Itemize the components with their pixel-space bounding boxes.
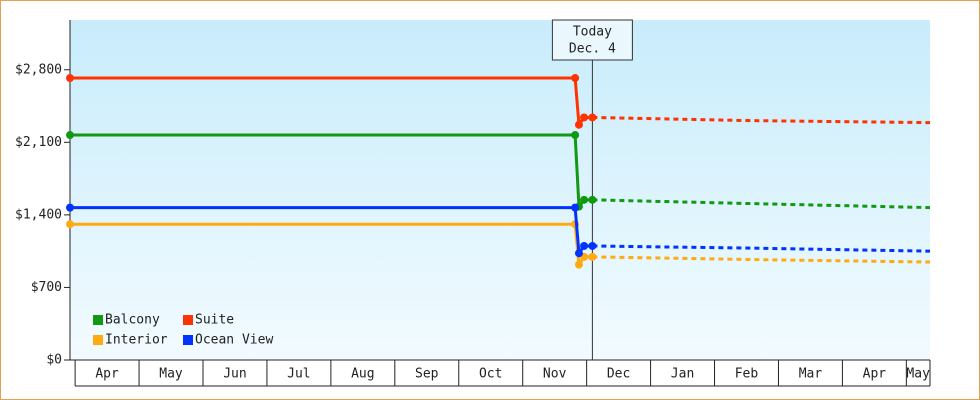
- point: [580, 195, 589, 204]
- today-label: Dec. 4: [569, 42, 616, 57]
- point: [571, 131, 580, 140]
- point: [571, 203, 580, 212]
- point: [580, 113, 589, 122]
- x-tick-label: Dec: [607, 367, 630, 382]
- today-box: [551, 19, 633, 61]
- x-tick-label: May: [906, 367, 930, 382]
- legend-swatch: [183, 315, 193, 325]
- today-label: Today: [573, 25, 612, 40]
- point: [574, 260, 583, 269]
- x-tick-label: Feb: [735, 367, 759, 382]
- plot-area: [70, 20, 930, 360]
- y-tick-label: $2,800: [15, 62, 62, 77]
- forecast-line: [592, 198, 931, 210]
- point: [588, 195, 597, 204]
- point: [588, 241, 597, 250]
- point: [574, 249, 583, 258]
- x-tick-label: Sep: [415, 367, 439, 382]
- legend-label: Ocean View: [195, 333, 273, 348]
- x-tick-label: Oct: [479, 367, 502, 382]
- legend-swatch: [93, 315, 103, 325]
- legend-label: Interior: [105, 333, 168, 348]
- point: [66, 203, 74, 212]
- legend-label: Suite: [195, 313, 234, 328]
- legend-swatch: [183, 335, 193, 345]
- x-tick-label: Mar: [799, 367, 823, 382]
- point: [66, 220, 74, 229]
- forecast-line: [592, 115, 931, 125]
- y-tick-label: $1,400: [15, 207, 62, 222]
- point: [588, 113, 597, 122]
- y-tick-label: $2,100: [15, 135, 62, 150]
- forecast-line: [592, 244, 931, 253]
- point: [580, 241, 589, 250]
- x-tick-label: Jul: [287, 367, 310, 382]
- x-tick-label: Jun: [223, 367, 246, 382]
- x-tick-label: Apr: [95, 367, 119, 382]
- forecast-line: [592, 255, 931, 264]
- x-tick-label: Aug: [351, 367, 374, 382]
- point: [588, 252, 597, 261]
- point: [66, 131, 74, 140]
- point: [571, 74, 580, 83]
- x-tick-label: Jan: [671, 367, 694, 382]
- point: [66, 74, 74, 83]
- legend-label: Balcony: [105, 313, 160, 328]
- legend-swatch: [93, 335, 103, 345]
- point: [574, 120, 583, 129]
- x-tick-label: Nov: [543, 367, 567, 382]
- y-tick-label: $700: [31, 280, 62, 295]
- x-tick-label: Apr: [863, 367, 887, 382]
- y-tick-label: $0: [46, 353, 62, 368]
- x-tick-label: May: [159, 367, 183, 382]
